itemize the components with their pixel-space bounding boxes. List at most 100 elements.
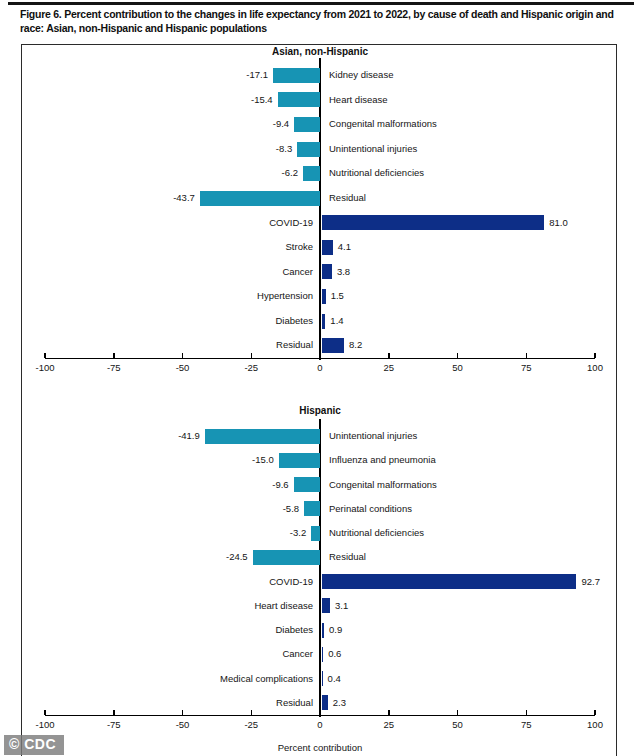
category-label: Residual bbox=[329, 545, 366, 569]
category-label: Residual bbox=[329, 186, 366, 211]
category-label: Nutritional deficiencies bbox=[329, 521, 424, 545]
x-axis-title: Percent contribution bbox=[45, 742, 595, 753]
axis-tick bbox=[388, 710, 390, 715]
bar-positive bbox=[322, 647, 324, 662]
category-label: Heart disease bbox=[254, 594, 313, 618]
chart-asian-non-hispanic: Asian, non-Hispanic Kidney disease-17.1H… bbox=[45, 45, 595, 391]
axis-tick-label: -75 bbox=[107, 719, 121, 730]
chart-row: Congenital malformations-9.4 bbox=[45, 112, 595, 137]
value-label: 3.8 bbox=[337, 260, 350, 285]
axis-tick bbox=[594, 353, 596, 358]
axis-tick bbox=[44, 353, 46, 358]
value-label: -24.5 bbox=[226, 545, 248, 569]
category-label: Kidney disease bbox=[329, 63, 393, 88]
value-label: -9.6 bbox=[272, 473, 288, 497]
chart-row: Heart disease 3.1 bbox=[45, 594, 595, 618]
bar-positive bbox=[322, 598, 331, 613]
value-label: -43.7 bbox=[173, 186, 195, 211]
axis-tick-label: -25 bbox=[244, 719, 258, 730]
chart-row: Cancer0.6 bbox=[45, 642, 595, 666]
bar-negative bbox=[304, 501, 320, 516]
category-label: Hypertension bbox=[257, 284, 313, 309]
chart-row: Diabetes1.4 bbox=[45, 309, 595, 334]
chart-row: Medical complications0.4 bbox=[45, 667, 595, 691]
category-label: COVID-19 bbox=[269, 211, 313, 236]
bar-positive bbox=[322, 695, 328, 710]
chart-row: COVID-1992.7 bbox=[45, 570, 595, 594]
bar-positive bbox=[322, 338, 345, 353]
category-label: Perinatal conditions bbox=[329, 497, 412, 521]
bar-negative bbox=[279, 453, 320, 468]
plot-area: Kidney disease -17.1Heart disease-15.4Con… bbox=[45, 63, 595, 358]
value-label: 0.9 bbox=[329, 618, 342, 642]
bar-positive bbox=[322, 671, 323, 686]
chart-row: Stroke4.1 bbox=[45, 235, 595, 260]
axis-tick-label: 75 bbox=[521, 719, 532, 730]
category-label: COVID-19 bbox=[269, 570, 313, 594]
axis-tick-label: 100 bbox=[587, 719, 603, 730]
figure-box: Asian, non-Hispanic Kidney disease-17.1H… bbox=[21, 44, 617, 756]
chart-row: Heart disease-15.4 bbox=[45, 88, 595, 113]
axis-tick-label: -75 bbox=[107, 362, 121, 373]
value-label: -8.3 bbox=[276, 137, 292, 162]
chart-subtitle: Hispanic bbox=[45, 405, 595, 416]
bar-negative bbox=[294, 477, 320, 492]
bar-positive bbox=[322, 289, 326, 304]
axis-tick bbox=[182, 710, 184, 715]
bar-negative bbox=[297, 142, 320, 157]
axis-tick bbox=[319, 710, 321, 715]
value-label: -41.9 bbox=[178, 424, 200, 448]
chart-hispanic: Hispanic Unintentional injuries-41.9Infl… bbox=[45, 405, 595, 756]
chart-row: Unintentional injuries-8.3 bbox=[45, 137, 595, 162]
value-label: 0.4 bbox=[328, 667, 341, 691]
value-label: -5.8 bbox=[283, 497, 299, 521]
bar-positive bbox=[322, 215, 545, 230]
value-label: -15.0 bbox=[252, 448, 274, 472]
category-label: Stroke bbox=[286, 235, 313, 260]
axis-tick-label: 75 bbox=[521, 362, 532, 373]
axis-tick bbox=[251, 710, 253, 715]
axis-tick-label: 0 bbox=[317, 362, 322, 373]
axis-tick bbox=[113, 710, 115, 715]
bar-negative bbox=[294, 117, 320, 132]
axis-tick bbox=[113, 353, 115, 358]
value-label: -3.2 bbox=[290, 521, 306, 545]
value-label: 0.6 bbox=[328, 642, 341, 666]
category-label: Residual bbox=[276, 691, 313, 715]
category-label: Diabetes bbox=[276, 618, 314, 642]
category-label: Cancer bbox=[282, 260, 313, 285]
chart-row: Nutritional deficiencies-6.2 bbox=[45, 161, 595, 186]
value-label: 92.7 bbox=[581, 570, 600, 594]
category-label: Congenital malformations bbox=[329, 473, 437, 497]
chart-row: Diabetes 0.9 bbox=[45, 618, 595, 642]
chart-subtitle: Asian, non-Hispanic bbox=[45, 46, 595, 57]
axis-tick bbox=[594, 710, 596, 715]
category-label: Diabetes bbox=[276, 309, 314, 334]
axis-tick-label: -50 bbox=[176, 719, 190, 730]
category-label: Residual bbox=[276, 333, 313, 358]
axis-tick bbox=[251, 353, 253, 358]
axis-tick bbox=[457, 353, 459, 358]
top-rule bbox=[8, 2, 634, 5]
category-label: Congenital malformations bbox=[329, 112, 437, 137]
category-label: Nutritional deficiencies bbox=[329, 161, 424, 186]
axis-tick-label: 25 bbox=[383, 719, 394, 730]
category-label: Influenza and pneumonia bbox=[329, 448, 436, 472]
value-label: -17.1 bbox=[246, 63, 268, 88]
chart-row: Residual -24.5 bbox=[45, 545, 595, 569]
x-axis: -100-75-50-250255075100 bbox=[45, 715, 595, 716]
axis-tick-label: -100 bbox=[35, 719, 54, 730]
axis-tick bbox=[44, 710, 46, 715]
cdc-watermark: © CDC bbox=[4, 735, 64, 755]
axis-tick-label: 25 bbox=[383, 362, 394, 373]
bar-negative bbox=[205, 429, 320, 444]
chart-row: Hypertension1.5 bbox=[45, 284, 595, 309]
bar-negative bbox=[273, 68, 320, 83]
x-axis: -100-75-50-250255075100 bbox=[45, 358, 595, 359]
axis-tick bbox=[526, 710, 528, 715]
value-label: 3.1 bbox=[335, 594, 348, 618]
bar-negative bbox=[311, 526, 320, 541]
axis-tick-label: 0 bbox=[317, 719, 322, 730]
plot-area: Unintentional injuries-41.9Influenza and… bbox=[45, 424, 595, 715]
bar-negative bbox=[253, 550, 320, 565]
